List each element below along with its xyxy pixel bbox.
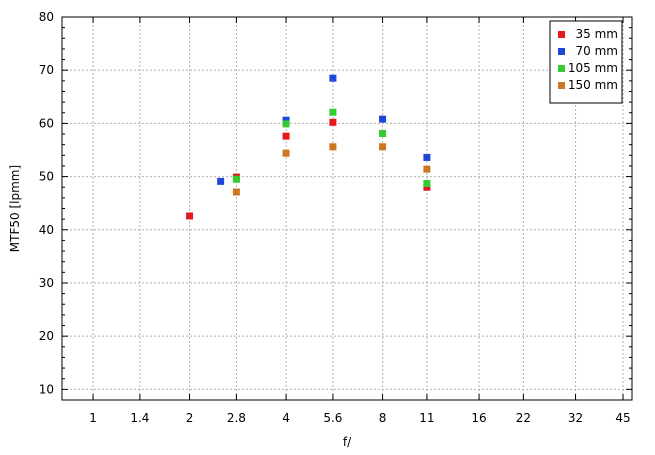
x-tick-label: 2.8 [227,411,246,425]
x-tick-label: 2 [186,411,194,425]
data-point [186,212,194,220]
plot-frame [61,16,633,401]
y-tick-label: 60 [39,116,54,130]
x-tick-label: 1.4 [130,411,149,425]
legend-label: 150 mm [568,78,618,92]
data-point [217,177,225,185]
data-point [232,188,240,196]
data-point [379,129,387,137]
x-axis-ticks: 1 1.4 2 2.8 4 5.6 8 11 16 22 32 45 [89,17,631,425]
legend-label: 105 mm [568,61,618,75]
legend-swatch [558,48,565,55]
legend-swatch [558,82,565,89]
data-point [379,143,387,151]
x-tick-label: 32 [568,411,583,425]
data-point [423,179,431,187]
data-point [282,149,290,157]
x-tick-label: 1 [89,411,97,425]
legend-swatch [558,31,565,38]
data-point [329,108,337,116]
x-tick-label: 5.6 [323,411,342,425]
x-tick-label: 22 [516,411,531,425]
y-tick-label: 40 [39,223,54,237]
data-point [232,175,240,183]
data-point [379,115,387,123]
data-point [329,143,337,151]
data-point [329,118,337,126]
y-tick-label: 50 [39,170,54,184]
legend-swatch [558,65,565,72]
data-point [282,120,290,128]
data-point [282,116,290,124]
x-tick-label: 4 [282,411,290,425]
y-tick-label: 70 [39,63,54,77]
data-point [329,74,337,82]
data-point [423,165,431,173]
x-tick-label: 8 [379,411,387,425]
y-tick-label: 10 [39,382,54,396]
data-point [282,132,290,140]
y-tick-label: 80 [39,10,54,24]
x-tick-label: 45 [615,411,630,425]
data-point [423,153,431,161]
data-points [186,74,431,220]
y-tick-label: 30 [39,276,54,290]
x-tick-label: 16 [471,411,486,425]
x-axis-title: f/ [343,435,352,449]
legend-label: 70 mm [576,44,618,58]
x-tick-label: 11 [419,411,434,425]
y-tick-label: 20 [39,329,54,343]
legend-label: 35 mm [576,27,618,41]
data-point [423,183,431,191]
legend: 35 mm 70 mm 105 mm 150 mm [549,20,623,104]
y-axis-ticks: 10 20 30 40 50 60 70 80 [39,10,632,396]
y-axis-title: MTF50 [lpmm] [8,165,22,252]
